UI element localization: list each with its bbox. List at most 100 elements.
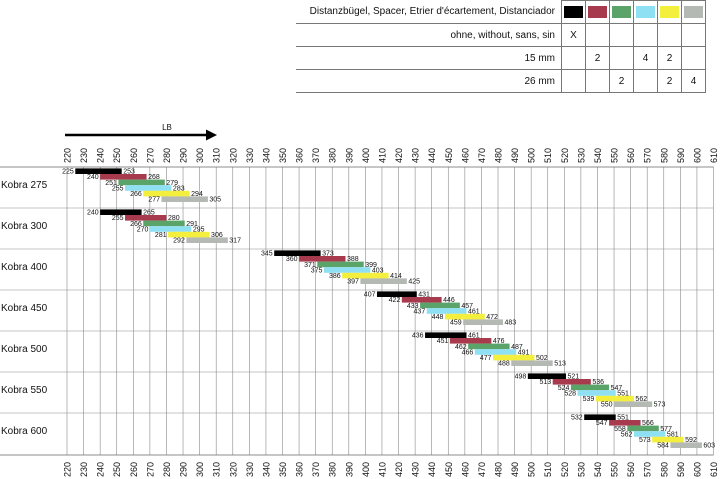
bar-start-label: 225 xyxy=(62,169,74,176)
range-bar xyxy=(100,209,142,215)
x-tick-label-bottom: 260 xyxy=(129,462,139,477)
x-tick-label-top: 500 xyxy=(527,148,537,163)
table-cell xyxy=(681,23,706,47)
bar-start-label: 386 xyxy=(329,273,341,280)
x-tick-label-top: 310 xyxy=(212,148,222,163)
x-tick-label-bottom: 270 xyxy=(145,462,155,477)
bar-end-label: 483 xyxy=(504,320,516,327)
x-tick-label-bottom: 600 xyxy=(692,462,702,477)
bar-end-label: 446 xyxy=(443,297,455,304)
bar-end-label: 268 xyxy=(148,174,160,181)
bar-start-label: 513 xyxy=(540,379,552,386)
swatch-cell-red xyxy=(585,0,610,24)
bar-start-label: 397 xyxy=(347,279,359,286)
table-cell xyxy=(609,23,634,47)
range-bar xyxy=(627,425,659,432)
bar-start-label: 488 xyxy=(498,361,510,368)
x-tick-label-bottom: 250 xyxy=(112,462,122,477)
bar-end-label: 373 xyxy=(322,251,334,258)
range-bar xyxy=(274,250,321,256)
row-label: Kobra 600 xyxy=(1,426,48,437)
x-tick-label-bottom: 330 xyxy=(245,462,255,477)
bar-end-label: 573 xyxy=(654,402,666,409)
range-bar xyxy=(149,226,192,232)
x-tick-label-top: 430 xyxy=(411,148,421,163)
table-row-none: ohne, without, sans, sin X xyxy=(296,23,706,47)
range-bar xyxy=(118,179,165,186)
x-tick-label-top: 530 xyxy=(576,148,586,163)
x-tick-label-top: 420 xyxy=(394,148,404,163)
bar-start-label: 277 xyxy=(148,197,160,204)
table-cell xyxy=(633,69,658,93)
row-label: Kobra 500 xyxy=(1,344,48,355)
range-bar xyxy=(426,308,467,314)
range-bar xyxy=(444,313,485,320)
bar-start-label: 360 xyxy=(286,256,298,263)
x-tick-label-bottom: 220 xyxy=(63,462,73,477)
bar-start-label: 451 xyxy=(437,338,449,345)
bar-end-label: 577 xyxy=(660,426,672,433)
bar-end-label: 253 xyxy=(123,169,135,176)
x-tick-label-bottom: 590 xyxy=(676,462,686,477)
swatch-cell-yellow xyxy=(657,0,682,24)
bar-end-label: 280 xyxy=(168,215,180,222)
range-bar xyxy=(584,414,616,420)
swatch-red xyxy=(588,6,607,18)
bar-start-label: 266 xyxy=(130,221,142,228)
bar-end-label: 431 xyxy=(418,292,430,299)
range-bar xyxy=(143,220,185,227)
bar-end-label: 414 xyxy=(390,273,402,280)
range-bar xyxy=(125,185,172,191)
bar-end-label: 305 xyxy=(209,197,221,204)
range-bar xyxy=(143,190,190,197)
range-bar xyxy=(376,291,417,297)
range-bar xyxy=(360,278,407,284)
x-tick-label-top: 470 xyxy=(477,148,487,163)
bar-start-label: 436 xyxy=(412,333,424,340)
range-bar xyxy=(552,379,591,385)
x-tick-label-top: 510 xyxy=(543,148,553,163)
bar-start-label: 281 xyxy=(155,232,167,239)
bar-start-label: 371 xyxy=(304,262,316,269)
bar-start-label: 270 xyxy=(137,226,149,233)
x-tick-label-bottom: 610 xyxy=(709,462,719,477)
range-bar xyxy=(168,231,210,238)
bar-start-label: 528 xyxy=(564,390,576,397)
x-tick-label-bottom: 400 xyxy=(361,462,371,477)
swatch-yellow xyxy=(660,6,679,18)
swatch-cyan xyxy=(636,6,655,18)
x-tick-label-top: 390 xyxy=(344,148,354,163)
bar-end-label: 472 xyxy=(486,314,498,321)
swatch-gray xyxy=(684,6,703,18)
bar-start-label: 407 xyxy=(364,292,376,299)
bar-start-label: 255 xyxy=(112,185,124,192)
x-tick-label-bottom: 480 xyxy=(494,462,504,477)
bar-start-label: 524 xyxy=(558,385,570,392)
swatch-black xyxy=(564,6,583,18)
bar-end-label: 457 xyxy=(461,303,473,310)
bar-start-label: 266 xyxy=(130,191,142,198)
range-bar xyxy=(609,420,641,426)
bar-end-label: 502 xyxy=(536,355,548,362)
bar-start-label: 240 xyxy=(87,210,99,217)
row-label: Kobra 300 xyxy=(1,221,48,232)
x-tick-label-bottom: 350 xyxy=(278,462,288,477)
x-tick-label-top: 460 xyxy=(460,148,470,163)
table-cell xyxy=(633,23,658,47)
x-tick-label-top: 330 xyxy=(245,148,255,163)
bar-end-label: 551 xyxy=(617,390,629,397)
x-tick-label-bottom: 380 xyxy=(328,462,338,477)
x-tick-label-top: 520 xyxy=(560,148,570,163)
range-bar xyxy=(527,373,566,379)
x-tick-label-top: 270 xyxy=(145,148,155,163)
bar-end-label: 265 xyxy=(143,210,155,217)
x-tick-label-top: 350 xyxy=(278,148,288,163)
bar-end-label: 536 xyxy=(592,379,604,386)
x-tick-label-bottom: 580 xyxy=(659,462,669,477)
x-tick-label-bottom: 370 xyxy=(311,462,321,477)
table-cell: 4 xyxy=(681,69,706,93)
range-bar xyxy=(652,436,684,443)
x-tick-label-top: 560 xyxy=(626,148,636,163)
bar-end-label: 603 xyxy=(703,443,715,450)
x-tick-label-bottom: 410 xyxy=(377,462,387,477)
